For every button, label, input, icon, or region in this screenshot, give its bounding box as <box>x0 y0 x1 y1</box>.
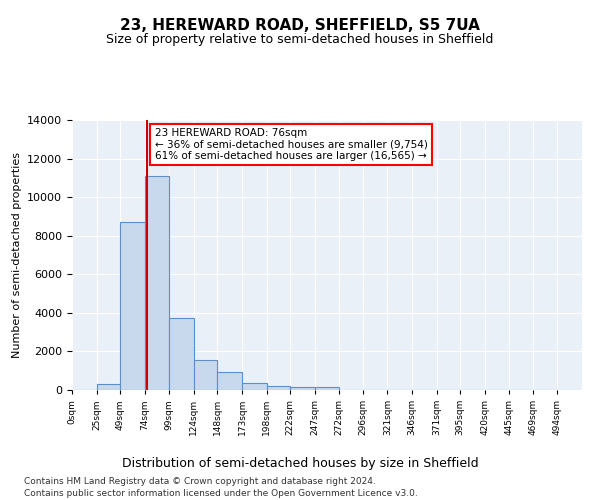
Bar <box>194 360 217 390</box>
Bar <box>120 222 145 390</box>
Text: 23 HEREWARD ROAD: 76sqm
← 36% of semi-detached houses are smaller (9,754)
61% of: 23 HEREWARD ROAD: 76sqm ← 36% of semi-de… <box>155 128 427 161</box>
Bar <box>145 176 169 390</box>
Text: Contains public sector information licensed under the Open Government Licence v3: Contains public sector information licen… <box>24 489 418 498</box>
Text: 23, HEREWARD ROAD, SHEFFIELD, S5 7UA: 23, HEREWARD ROAD, SHEFFIELD, S5 7UA <box>120 18 480 32</box>
Bar <box>169 318 194 390</box>
Bar <box>217 372 242 390</box>
Bar <box>315 387 339 390</box>
Bar <box>242 383 266 390</box>
Bar <box>266 386 290 390</box>
Bar <box>290 387 315 390</box>
Text: Size of property relative to semi-detached houses in Sheffield: Size of property relative to semi-detach… <box>106 32 494 46</box>
Text: Distribution of semi-detached houses by size in Sheffield: Distribution of semi-detached houses by … <box>122 458 478 470</box>
Y-axis label: Number of semi-detached properties: Number of semi-detached properties <box>11 152 22 358</box>
Bar <box>97 384 120 390</box>
Text: Contains HM Land Registry data © Crown copyright and database right 2024.: Contains HM Land Registry data © Crown c… <box>24 478 376 486</box>
